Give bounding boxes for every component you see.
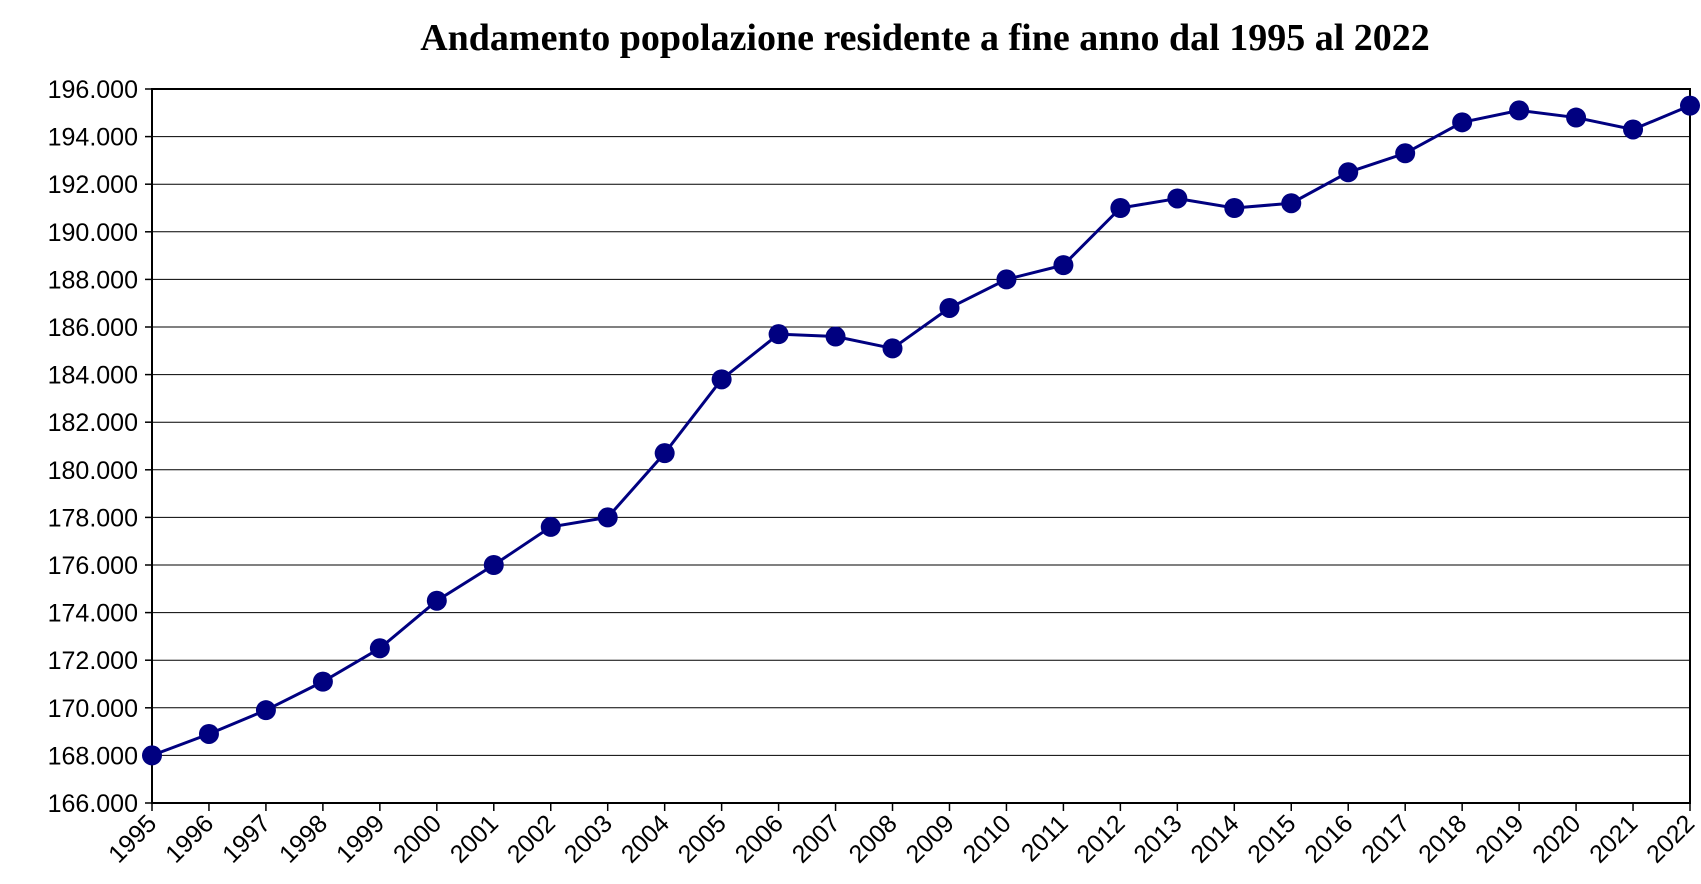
x-tick-label: 2001 — [445, 809, 504, 868]
y-tick-label: 168.000 — [48, 742, 138, 770]
x-tick-label: 2003 — [559, 809, 618, 868]
point — [1053, 255, 1074, 276]
x-tick-label: 2017 — [1356, 809, 1415, 868]
y-tick-label: 170.000 — [48, 695, 138, 723]
point — [939, 297, 960, 318]
point — [369, 638, 390, 659]
y-tick-label: 174.000 — [48, 600, 138, 628]
point — [882, 338, 903, 359]
y-tick-label: 178.000 — [48, 504, 138, 532]
point — [1680, 95, 1700, 116]
y-tick-label: 196.000 — [48, 76, 138, 104]
point — [1623, 119, 1644, 140]
point — [540, 516, 561, 537]
x-tick-label: 2008 — [844, 809, 903, 868]
x-tick-label: 2018 — [1413, 809, 1472, 868]
x-tick-label: 2013 — [1128, 809, 1187, 868]
point — [711, 369, 732, 390]
point — [255, 700, 276, 721]
y-tick-label: 194.000 — [48, 124, 138, 152]
y-tick-label: 166.000 — [48, 790, 138, 818]
x-tick-label: 2006 — [730, 809, 789, 868]
x-tick-label: 2014 — [1185, 809, 1244, 868]
y-tick-label: 184.000 — [48, 362, 138, 390]
x-tick-label: 2019 — [1470, 809, 1529, 868]
x-tick-label: 2015 — [1242, 809, 1301, 868]
x-tick-label: 2010 — [958, 809, 1017, 868]
point — [825, 326, 846, 347]
point — [1110, 198, 1131, 218]
x-tick-label: 2009 — [901, 809, 960, 868]
point — [1452, 112, 1473, 133]
point — [1566, 107, 1587, 128]
x-tick-label: 2022 — [1641, 809, 1700, 868]
point — [1167, 188, 1188, 209]
point — [1509, 100, 1530, 121]
y-tick-label: 180.000 — [48, 457, 138, 485]
point — [996, 269, 1017, 290]
point — [1395, 143, 1416, 164]
y-tick-label: 186.000 — [48, 314, 138, 342]
x-tick-label: 2012 — [1071, 809, 1130, 868]
x-tick-label: 2021 — [1584, 809, 1643, 868]
point — [312, 671, 333, 692]
point — [1281, 193, 1302, 214]
x-tick-label: 2005 — [673, 809, 732, 868]
x-tick-label: 2016 — [1299, 809, 1358, 868]
x-tick-label: 2011 — [1016, 809, 1074, 867]
y-tick-label: 192.000 — [48, 171, 138, 199]
x-tick-label: 1997 — [217, 809, 276, 868]
chart-title: Andamento popolazione residente a fine a… — [420, 17, 1430, 59]
x-tick-label: 1999 — [331, 809, 390, 868]
y-tick-label: 182.000 — [48, 409, 138, 437]
x-tick-label: 1995 — [103, 809, 162, 868]
x-tick-label: 2002 — [502, 809, 561, 868]
x-tick-label: 1996 — [160, 809, 219, 868]
line — [151, 104, 1691, 757]
x-tick-label: 2020 — [1527, 809, 1586, 868]
x-tick-label: 2000 — [388, 809, 447, 868]
point — [597, 507, 618, 528]
y-tick-label: 176.000 — [48, 552, 138, 580]
point — [426, 590, 447, 611]
point — [1224, 198, 1245, 218]
point — [483, 555, 504, 575]
point — [654, 443, 675, 464]
y-tick-label: 190.000 — [48, 219, 138, 247]
x-tick-label: 1998 — [274, 809, 333, 868]
point — [1338, 162, 1359, 183]
plot-frame — [151, 88, 1691, 804]
point — [768, 324, 789, 345]
point — [198, 723, 219, 744]
x-tick-label: 2004 — [616, 809, 675, 868]
y-tick-label: 172.000 — [48, 647, 138, 675]
x-tick-label: 2007 — [787, 809, 846, 868]
point — [142, 745, 162, 766]
y-tick-label: 188.000 — [48, 266, 138, 294]
